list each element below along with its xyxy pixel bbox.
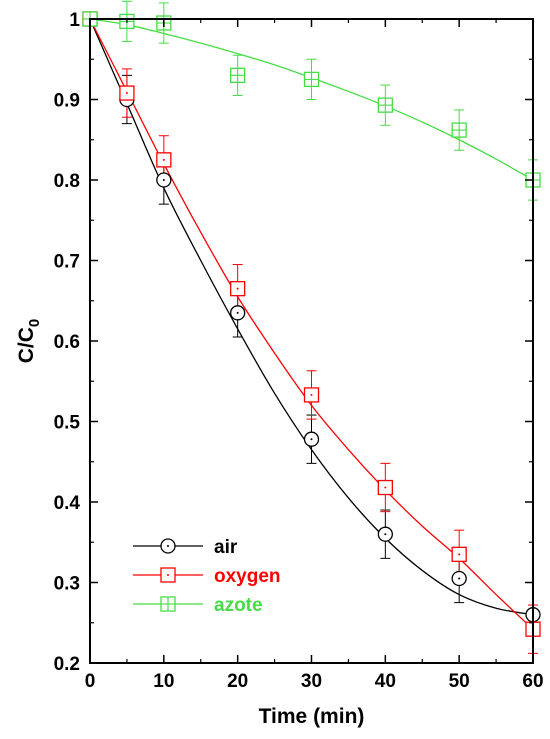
marker-dot <box>236 311 239 314</box>
azote-point <box>451 122 467 138</box>
oxygen-point <box>303 387 320 403</box>
legend-label-air: air <box>214 537 238 558</box>
marker-dot <box>162 179 165 181</box>
marker-dot <box>310 393 313 396</box>
air-point <box>303 431 320 447</box>
marker-dot <box>125 92 128 95</box>
x-tick-label: 10 <box>153 671 174 692</box>
y-tick-label: 0.5 <box>54 413 81 434</box>
air-point <box>451 570 467 587</box>
marker-dot <box>167 545 169 547</box>
oxygen-point <box>451 546 467 562</box>
x-tick-label: 30 <box>301 671 322 692</box>
y-tick-label: 0.3 <box>54 574 80 595</box>
fit-curves <box>89 18 534 630</box>
marker-dot <box>384 533 387 536</box>
x-tick-label: 20 <box>227 671 248 692</box>
legend-marker-air <box>160 538 176 554</box>
azote-point <box>303 71 320 88</box>
y-axis-title-subscript: 0 <box>26 319 43 327</box>
y-tick-label: 0.6 <box>54 332 80 353</box>
y-tick-label: 0.2 <box>54 654 80 675</box>
plot-frame <box>89 18 534 664</box>
marker-dot <box>162 158 165 161</box>
y-axis-title: C/C0 <box>15 319 43 364</box>
oxygen-point <box>119 85 135 101</box>
marker-dot <box>458 553 461 556</box>
error-bars <box>121 0 538 654</box>
y-tick-label: 0.8 <box>54 171 80 192</box>
legend-marker-azote <box>160 596 176 612</box>
oxygen-point <box>230 281 246 297</box>
legend-item-azote: azote <box>133 595 263 616</box>
azote-point <box>377 97 393 113</box>
air-point <box>230 305 246 321</box>
marker-dot <box>310 438 313 441</box>
air-point <box>377 526 393 542</box>
marker-dot <box>458 577 461 580</box>
legend-label-azote: azote <box>214 595 263 616</box>
y-tick-label: 0.9 <box>54 91 80 112</box>
azote-point <box>230 67 246 83</box>
legend-item-air: air <box>133 537 238 558</box>
y-tick-label: 0.4 <box>54 493 81 514</box>
marker-dot <box>167 574 169 576</box>
y-tick-label: 1 <box>69 10 80 31</box>
y-tick-label: 0.7 <box>54 252 80 273</box>
oxygen-fit-line <box>89 18 534 630</box>
axis-ticks: 0 10 20 30 40 50 60 0.2 0.3 0.4 0.5 0.6 0.7 0.8 0.9 1 <box>54 10 544 692</box>
legend-item-oxygen: oxygen <box>133 566 281 587</box>
air-fit-line <box>89 18 534 616</box>
legend: air oxygen azote <box>133 537 281 616</box>
oxygen-point <box>156 152 172 168</box>
air-point <box>156 172 172 188</box>
marker-dot <box>236 287 239 290</box>
x-axis-title: Time (min) <box>259 705 365 728</box>
x-tick-label: 60 <box>522 671 543 692</box>
legend-label-oxygen: oxygen <box>214 566 281 587</box>
x-tick-label: 0 <box>85 671 96 692</box>
x-tick-label: 50 <box>449 671 470 692</box>
marker-dot <box>384 486 387 489</box>
legend-marker-oxygen <box>160 567 176 583</box>
x-tick-label: 40 <box>375 671 396 692</box>
data-markers <box>82 11 541 637</box>
oxygen-point <box>377 479 393 496</box>
y-axis-title-main: C/C <box>15 327 38 363</box>
